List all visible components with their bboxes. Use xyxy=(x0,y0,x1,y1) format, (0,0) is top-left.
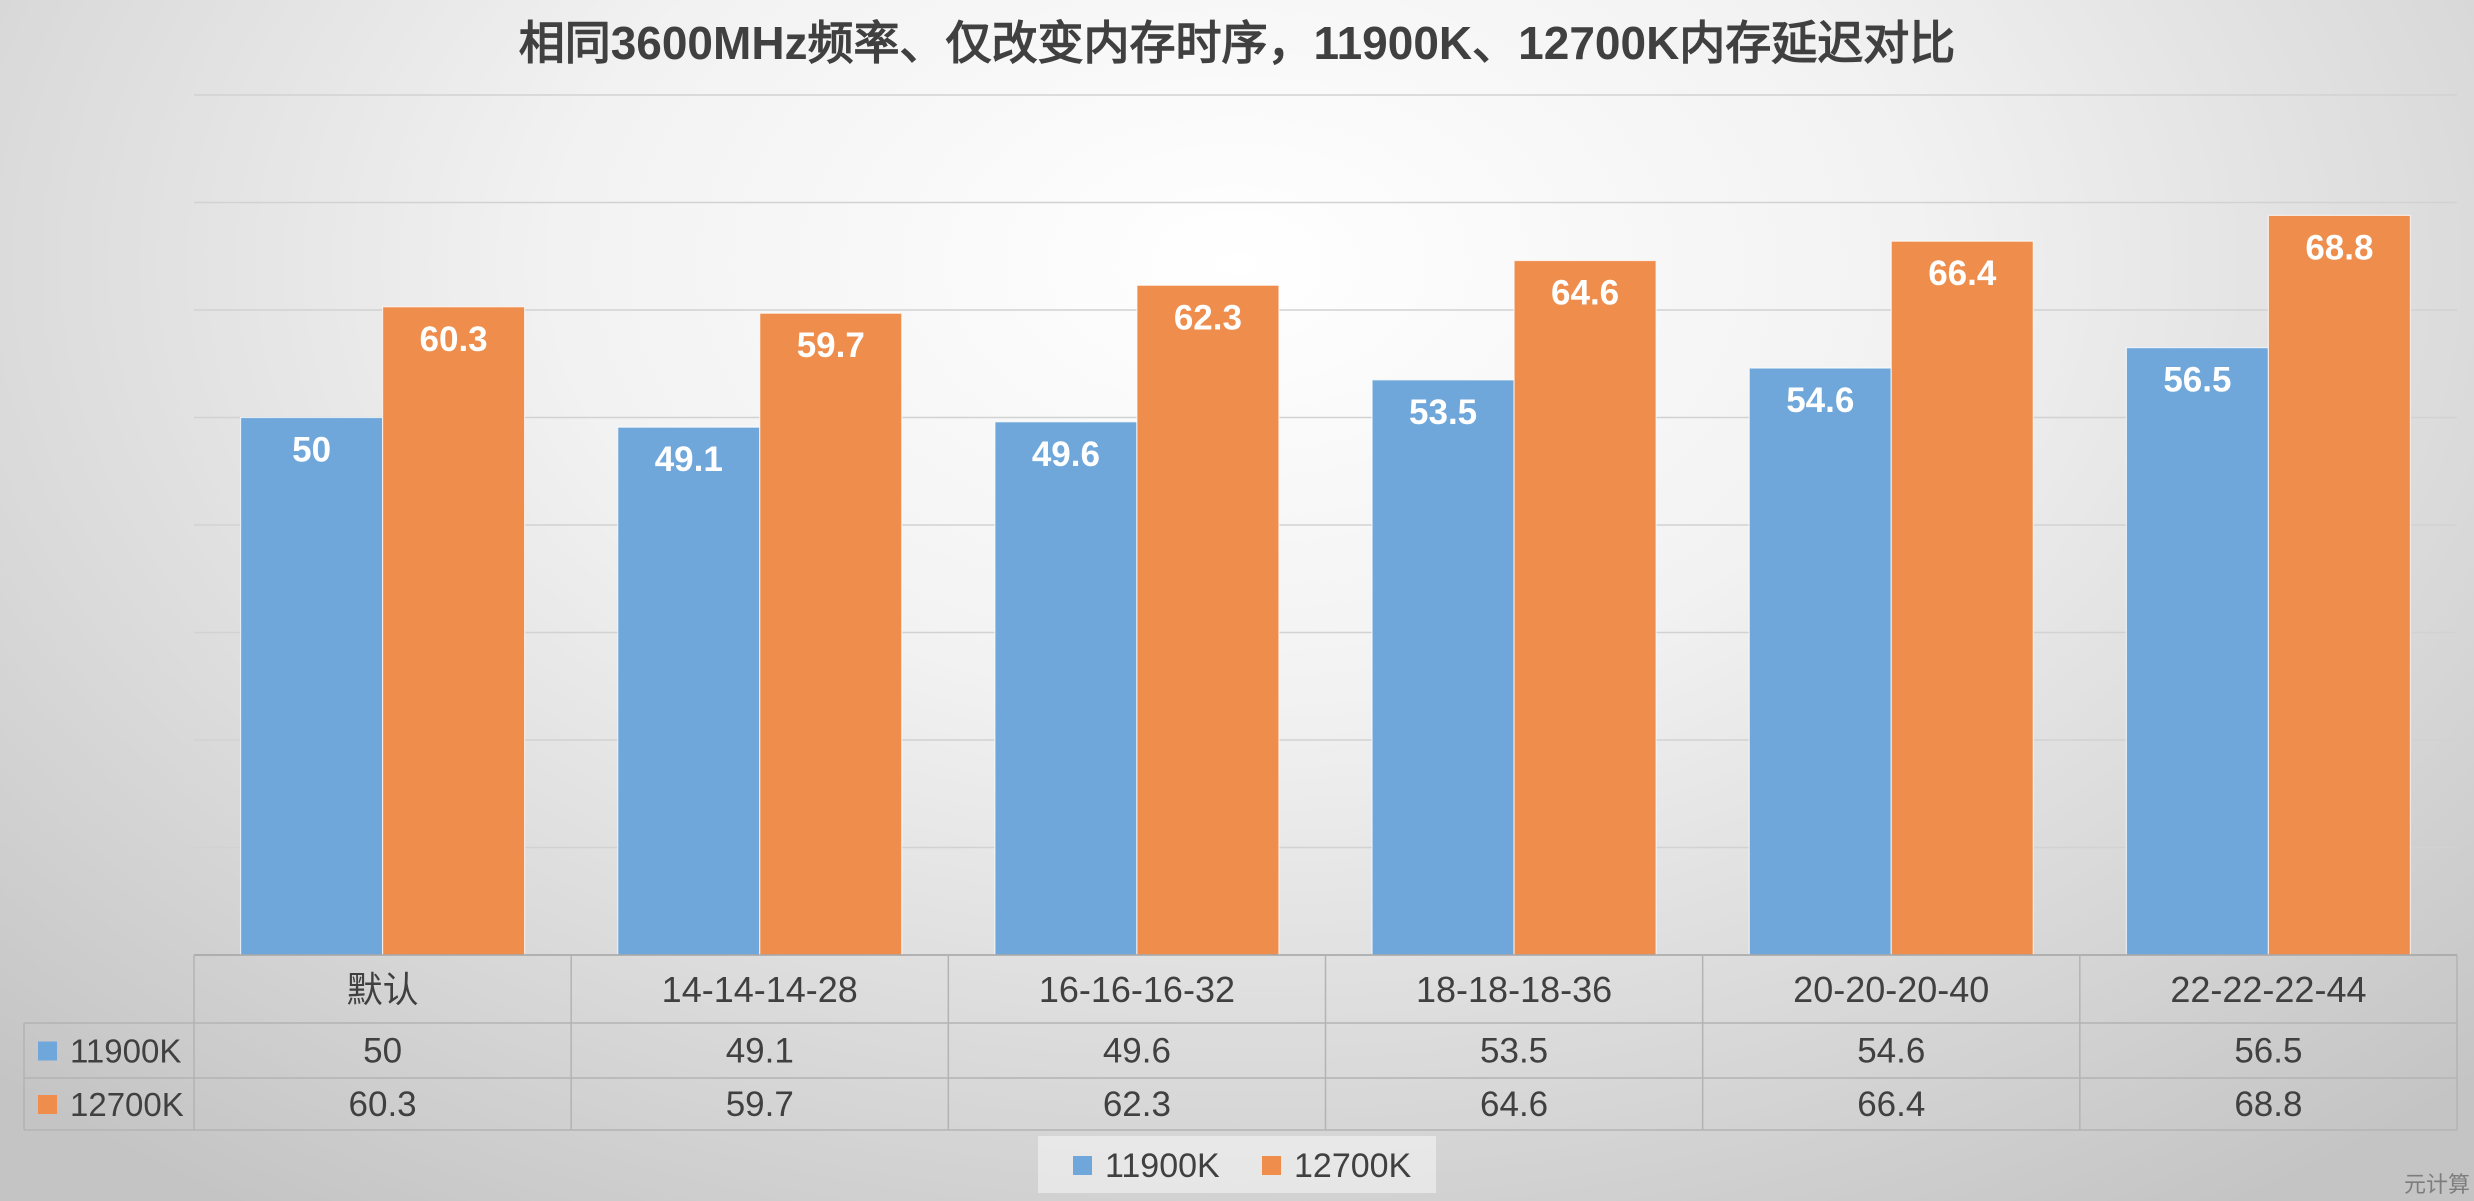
bar-11900k-2 xyxy=(617,426,761,956)
bar-11900k-1 xyxy=(239,416,384,956)
legend: 11900K 12700K xyxy=(1038,1136,1436,1193)
table-value-12700k-1: 60.3 xyxy=(349,1085,417,1124)
table-value-12700k-2: 59.7 xyxy=(726,1085,794,1124)
table-value-11900k-1: 50 xyxy=(363,1032,402,1071)
data-label-11900k-5: 54.6 xyxy=(1786,381,1854,420)
table-category-label-3: 16-16-16-32 xyxy=(1039,969,1235,1010)
data-label-12700k-3: 62.3 xyxy=(1174,298,1242,337)
bar-11900k-6 xyxy=(2125,347,2270,956)
legend-box xyxy=(1038,1136,1436,1193)
table-series-label-12700k: 12700K xyxy=(70,1086,184,1123)
table-value-11900k-6: 56.5 xyxy=(2234,1032,2302,1071)
table-value-12700k-6: 68.8 xyxy=(2234,1085,2302,1124)
data-label-11900k-3: 49.6 xyxy=(1032,435,1100,474)
table-category-label-4: 18-18-18-36 xyxy=(1416,969,1612,1010)
data-label-11900k-6: 56.5 xyxy=(2163,361,2231,400)
table-category-label-5: 20-20-20-40 xyxy=(1793,969,1989,1010)
bar-12700k-5 xyxy=(1890,240,2034,956)
table-legend-key-12700k xyxy=(38,1095,57,1114)
data-labels: 50 49.1 49.6 53.5 54.6 56.5 60.3 59.7 62.3 64.6 66… xyxy=(292,228,2373,479)
bars xyxy=(239,214,2412,956)
data-label-12700k-6: 68.8 xyxy=(2305,228,2373,267)
table-category-label-6: 22-22-22-44 xyxy=(2170,969,2366,1010)
legend-key-11900k xyxy=(1073,1156,1092,1175)
data-label-12700k-5: 66.4 xyxy=(1928,254,1997,293)
gridlines xyxy=(194,94,2457,849)
data-label-11900k-2: 49.1 xyxy=(655,440,723,479)
table-value-12700k-4: 64.6 xyxy=(1480,1085,1548,1124)
table-value-11900k-4: 53.5 xyxy=(1480,1032,1548,1071)
bar-12700k-3 xyxy=(1136,284,1280,956)
table-value-11900k-5: 54.6 xyxy=(1857,1032,1925,1071)
bar-12700k-4 xyxy=(1513,259,1657,956)
bar-12700k-2 xyxy=(759,312,903,956)
table-category-label-1: 默认 xyxy=(347,969,419,1010)
table-legend-key-11900k xyxy=(38,1041,57,1061)
chart-title: 相同3600MHz频率、仅改变内存时序，11900K、12700K内存延迟对比 xyxy=(519,17,1956,69)
table-value-12700k-3: 62.3 xyxy=(1103,1085,1171,1124)
bar-11900k-3 xyxy=(994,421,1138,956)
table-series-label-11900k: 11900K xyxy=(70,1033,181,1070)
bar-11900k-4 xyxy=(1371,379,1515,956)
table-value-11900k-2: 49.1 xyxy=(726,1032,794,1071)
watermark: 元计算 xyxy=(2404,1172,2470,1197)
bar-11900k-5 xyxy=(1748,367,1892,956)
bar-12700k-1 xyxy=(381,306,526,956)
table-value-12700k-5: 66.4 xyxy=(1857,1085,1925,1124)
table-value-11900k-3: 49.6 xyxy=(1103,1032,1171,1071)
data-label-12700k-2: 59.7 xyxy=(797,326,865,365)
data-label-11900k-4: 53.5 xyxy=(1409,393,1477,432)
legend-label-11900k: 11900K xyxy=(1105,1147,1220,1185)
data-label-12700k-4: 64.6 xyxy=(1551,274,1619,313)
legend-label-12700k: 12700K xyxy=(1294,1147,1412,1185)
table-category-label-2: 14-14-14-28 xyxy=(662,969,858,1010)
data-label-12700k-1: 60.3 xyxy=(420,320,488,359)
legend-key-12700k xyxy=(1262,1156,1281,1175)
data-label-11900k-1: 50 xyxy=(292,431,331,470)
bar-12700k-6 xyxy=(2267,214,2412,956)
data-table: 默认 14-14-14-28 16-16-16-32 18-18-18-36 20-20… xyxy=(23,954,2458,1131)
